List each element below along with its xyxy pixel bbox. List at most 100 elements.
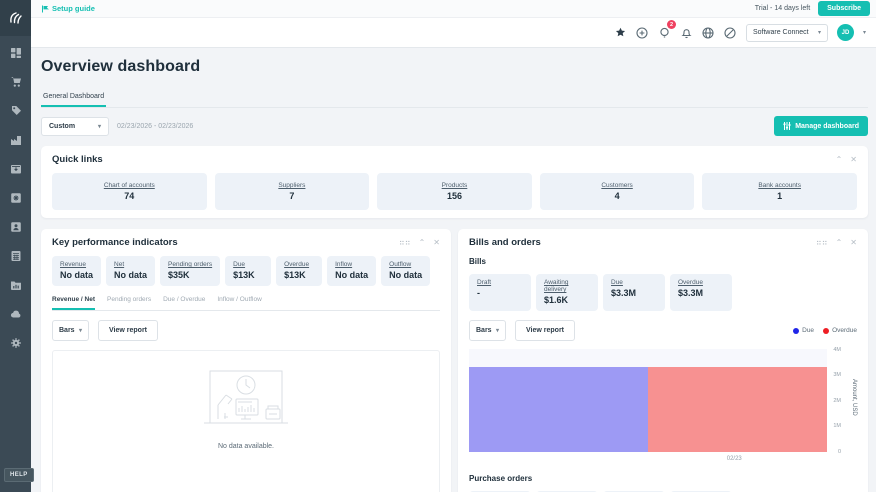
quick-link-products[interactable]: Products 156 [377, 173, 532, 210]
create-new-button[interactable] [636, 26, 649, 39]
lightbulb-icon [660, 27, 669, 38]
bills-chip-label[interactable]: Awaiting delivery [544, 279, 569, 293]
kpi-chip-pending-orders[interactable]: Pending orders $35K [160, 256, 221, 286]
sidebar-item-accounting[interactable] [4, 245, 28, 267]
kpi-tab-revenue-net[interactable]: Revenue / Net [52, 296, 95, 310]
kpi-tab-pending-orders[interactable]: Pending orders [107, 296, 152, 303]
user-avatar[interactable]: JD [836, 24, 854, 41]
kpi-chart-type-select[interactable]: Bars ▾ [52, 320, 89, 341]
sidebar-item-payments[interactable] [4, 187, 28, 209]
kpi-label[interactable]: Due [233, 261, 246, 268]
kpi-label[interactable]: Pending orders [168, 261, 213, 268]
support-button[interactable] [724, 26, 737, 39]
date-preset-select[interactable]: Custom ▾ [41, 116, 109, 136]
close-icon[interactable]: ✕ [850, 154, 857, 164]
chart-legend: Due Overdue [793, 327, 857, 334]
kpi-view-report-button[interactable]: View report [98, 320, 158, 341]
purchase-orders-subtitle: Purchase orders [469, 474, 533, 483]
manage-dashboard-label: Manage dashboard [795, 122, 859, 130]
kpi-chip-net[interactable]: Net No data [106, 256, 156, 286]
kpi-tab-due-overdue[interactable]: Due / Overdue [163, 296, 206, 303]
account-menu-chevron-icon[interactable]: ▾ [862, 30, 866, 36]
kpi-sub-tabs: Revenue / Net Pending orders Due / Overd… [52, 296, 440, 311]
drag-handle-icon[interactable]: ⠶⠶ [398, 237, 411, 247]
close-icon[interactable]: ✕ [433, 237, 440, 247]
drag-handle-icon[interactable]: ⠶⠶ [815, 237, 828, 247]
chevron-down-icon: ▾ [495, 328, 499, 334]
sidebar-item-inbox[interactable] [4, 158, 28, 180]
sidebar-item-products[interactable] [4, 100, 28, 122]
x-tick: 02/23 [726, 456, 742, 462]
tab-general-dashboard[interactable]: General Dashboard [41, 93, 107, 107]
kpi-widget: Key performance indicators ⠶⠶ ⌃ ✕ Revenu… [41, 229, 451, 492]
bills-chip-value: $1.6K [544, 295, 569, 305]
legend-overdue: Overdue [823, 327, 857, 334]
bills-chip-value: $3.3M [678, 288, 704, 298]
kpi-chip-revenue[interactable]: Revenue No data [52, 256, 102, 286]
setup-guide-link[interactable]: Setup guide [41, 4, 95, 13]
sidebar-item-projects[interactable] [4, 129, 28, 151]
quick-link-chart-of-accounts[interactable]: Chart of accounts 74 [52, 173, 207, 210]
bills-chip-due[interactable]: Due $3.3M [603, 274, 665, 311]
quick-link-label[interactable]: Chart of accounts [103, 182, 155, 189]
kpi-value: No data [389, 270, 423, 280]
quick-link-label[interactable]: Customers [601, 182, 633, 189]
kpi-label[interactable]: Overdue [284, 261, 310, 268]
bills-chip-draft[interactable]: Draft - [469, 274, 531, 311]
quick-link-value: 7 [289, 191, 295, 201]
gear-icon [10, 338, 21, 348]
kpi-label[interactable]: Inflow [335, 261, 353, 268]
page-title: Overview dashboard [41, 58, 201, 75]
chart-type-value: Bars [59, 327, 75, 334]
bills-chip-awaiting-delivery[interactable]: Awaiting delivery $1.6K [536, 274, 598, 311]
close-icon[interactable]: ✕ [850, 237, 857, 247]
language-button[interactable] [702, 26, 715, 39]
trial-countdown: Trial - 14 days left [754, 5, 811, 12]
bills-chip-label[interactable]: Due [611, 279, 623, 286]
sidebar-item-cloud[interactable] [4, 303, 28, 325]
folder-chart-icon [10, 281, 21, 290]
kpi-value: $35K [168, 270, 190, 280]
collapse-icon[interactable]: ⌃ [835, 154, 843, 164]
sidebar-item-dashboard[interactable] [4, 42, 28, 64]
kpi-chip-outflow[interactable]: Outflow No data [381, 256, 431, 286]
subscribe-button[interactable]: Subscribe [818, 1, 870, 16]
sidebar-item-contacts[interactable] [4, 216, 28, 238]
kpi-label[interactable]: Net [114, 261, 125, 268]
bills-chip-overdue[interactable]: Overdue $3.3M [670, 274, 732, 311]
collapse-icon[interactable]: ⌃ [418, 237, 426, 247]
trial-bar: Setup guide Trial - 14 days left Subscri… [31, 0, 876, 18]
quick-link-bank-accounts[interactable]: Bank accounts 1 [702, 173, 857, 210]
whats-new-button[interactable]: 2 [658, 20, 676, 39]
workspace-select[interactable]: Software Connect ▾ [745, 23, 828, 42]
bar-due[interactable] [469, 367, 648, 452]
quick-link-suppliers[interactable]: Suppliers 7 [214, 173, 370, 210]
sidebar-item-analytics[interactable] [4, 274, 28, 296]
bills-chip-label[interactable]: Draft [477, 279, 492, 286]
bills-view-report-button[interactable]: View report [515, 320, 575, 341]
collapse-icon[interactable]: ⌃ [835, 237, 843, 247]
app-logo[interactable] [0, 0, 31, 36]
kpi-chip-overdue[interactable]: Overdue $13K [276, 256, 323, 286]
kpi-chip-inflow[interactable]: Inflow No data [327, 256, 377, 286]
bills-orders-title: Bills and orders [469, 237, 541, 248]
chart-plot-area[interactable] [469, 349, 827, 452]
quick-link-label[interactable]: Bank accounts [758, 182, 801, 189]
kpi-label[interactable]: Outflow [389, 261, 412, 268]
quick-link-label[interactable]: Suppliers [278, 182, 306, 189]
quick-link-customers[interactable]: Customers 4 [539, 173, 695, 210]
manage-dashboard-button[interactable]: Manage dashboard [774, 116, 868, 136]
kpi-chip-due[interactable]: Due $13K [225, 256, 272, 286]
bills-chip-label[interactable]: Overdue [678, 279, 703, 286]
bills-chart-type-select[interactable]: Bars ▾ [469, 320, 506, 341]
sidebar-item-sales[interactable] [4, 71, 28, 93]
quick-link-label[interactable]: Products [441, 182, 468, 189]
bar-overdue[interactable] [648, 367, 827, 452]
notifications-button[interactable] [680, 26, 693, 39]
dashboard-tabs: General Dashboard [41, 85, 868, 108]
help-button[interactable]: HELP [4, 468, 34, 482]
kpi-tab-inflow-outflow[interactable]: Inflow / Outflow [217, 296, 262, 303]
favorites-button[interactable] [614, 26, 627, 39]
kpi-label[interactable]: Revenue [60, 261, 87, 268]
sidebar-item-settings[interactable] [4, 332, 28, 354]
